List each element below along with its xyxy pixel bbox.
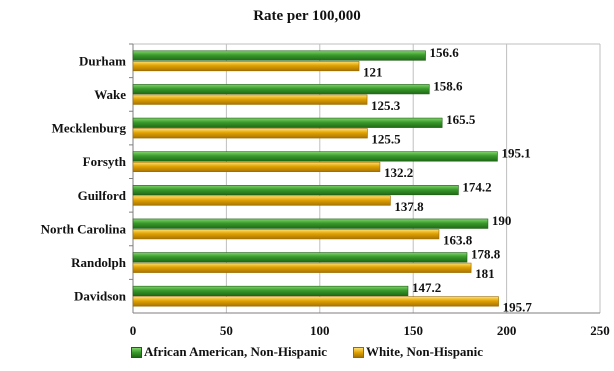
data-label: 156.6	[430, 45, 460, 60]
data-label: 125.5	[371, 132, 401, 147]
bar	[132, 94, 368, 105]
legend-label-series-2: White, Non-Hispanic	[366, 344, 484, 359]
bar	[132, 229, 440, 240]
category-label: Randolph	[71, 255, 127, 270]
data-label: 195.7	[503, 300, 533, 315]
data-label: 178.8	[471, 247, 501, 262]
category-label: Wake	[94, 87, 126, 102]
bar	[132, 185, 459, 196]
bar	[132, 128, 368, 139]
x-tick-label: 200	[497, 323, 517, 338]
bar	[132, 161, 381, 172]
bar	[132, 218, 489, 229]
x-tick-label: 250	[590, 323, 610, 338]
bar	[132, 151, 498, 162]
bar	[132, 285, 409, 296]
category-label: Mecklenburg	[52, 121, 127, 136]
x-tick-label: 100	[310, 323, 330, 338]
legend-item-series-2: White, Non-Hispanic	[353, 344, 483, 360]
bar	[132, 195, 391, 206]
legend-label-series-1: African American, Non-Hispanic	[143, 344, 328, 359]
data-label: 121	[363, 64, 383, 79]
bar	[132, 296, 499, 307]
bar	[132, 61, 360, 72]
data-label: 137.8	[394, 199, 424, 214]
data-label: 132.2	[384, 165, 413, 180]
category-label: Forsyth	[83, 154, 127, 169]
bar	[132, 117, 443, 128]
data-label: 165.5	[446, 112, 476, 127]
data-label: 190	[492, 213, 512, 228]
bar	[132, 262, 472, 273]
data-label: 181	[475, 266, 495, 281]
data-label: 195.1	[501, 146, 530, 161]
chart-title: Rate per 100,000	[253, 8, 361, 24]
bar	[132, 84, 430, 95]
data-label: 125.3	[371, 98, 401, 113]
bar	[132, 252, 468, 263]
data-label: 158.6	[433, 78, 463, 93]
data-label: 174.2	[462, 179, 491, 194]
bar	[132, 50, 426, 61]
category-label: North Carolina	[41, 221, 127, 236]
data-label: 147.2	[412, 280, 441, 295]
category-label: Davidson	[74, 289, 127, 304]
legend-swatch-series-2	[353, 346, 365, 358]
legend: African American, Non-Hispanic White, No…	[0, 344, 614, 360]
category-label: Durham	[79, 53, 126, 68]
category-label: Guilford	[78, 188, 127, 203]
x-tick-label: 50	[220, 323, 233, 338]
x-tick-label: 150	[403, 323, 423, 338]
legend-item-series-1: African American, Non-Hispanic	[130, 344, 328, 360]
x-tick-label: 0	[130, 323, 137, 338]
legend-swatch-series-1	[130, 346, 142, 358]
data-label: 163.8	[443, 232, 473, 247]
